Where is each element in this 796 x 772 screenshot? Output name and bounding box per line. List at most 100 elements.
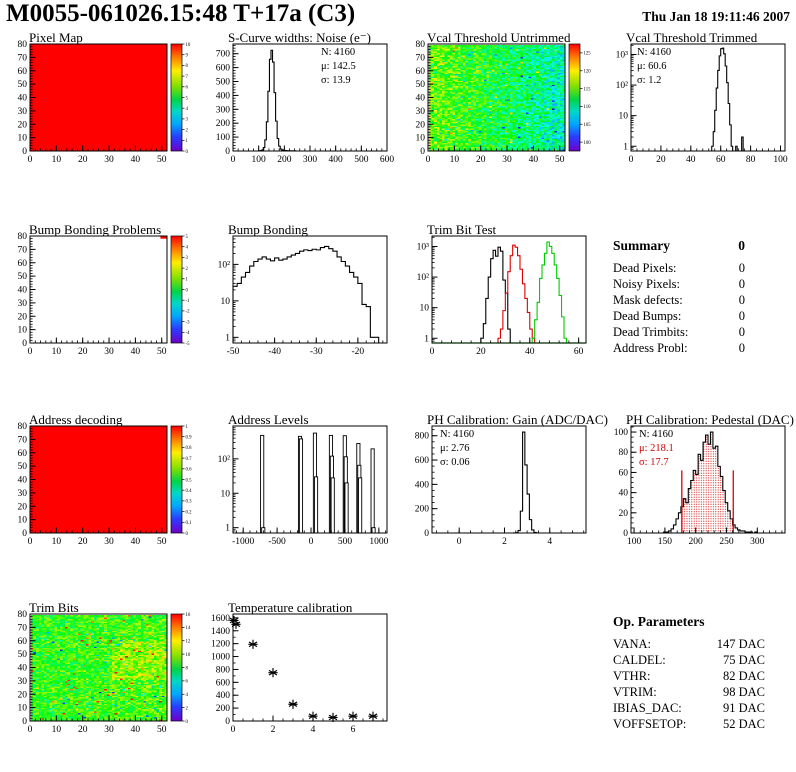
svg-text:-2: -2 — [186, 310, 191, 315]
svg-text:80: 80 — [18, 422, 28, 432]
svg-text:40: 40 — [686, 155, 696, 165]
svg-text:4: 4 — [547, 537, 552, 547]
svg-text:40: 40 — [619, 489, 629, 499]
plot-title: Trim Bits — [29, 600, 79, 615]
stats-box: N: 4160 μ: 142.5 σ: 13.9 — [321, 46, 356, 88]
svg-text:1: 1 — [186, 278, 189, 283]
svg-text:40: 40 — [18, 286, 28, 296]
plot-title: S-Curve widths: Noise (e⁻) — [228, 30, 371, 45]
svg-text:10²: 10² — [218, 455, 231, 465]
page-title: M0055-061026.15:48 T+17a (C3) — [6, 0, 356, 27]
svg-text:10: 10 — [18, 516, 28, 526]
plot-title: Pixel Map — [29, 30, 83, 45]
svg-text:100: 100 — [252, 155, 267, 165]
svg-text:40: 40 — [131, 347, 141, 357]
ph-gain-chart: 0 2 4 0 200 400 600 800 — [415, 425, 587, 547]
svg-text:1000: 1000 — [369, 537, 388, 547]
svg-text:0: 0 — [22, 529, 27, 539]
svg-text:30: 30 — [416, 107, 426, 117]
address-levels-chart: -1000 -500 0 500 1000 1 10 10² — [218, 425, 389, 547]
svg-text:60: 60 — [18, 637, 28, 647]
svg-text:40: 40 — [416, 94, 426, 104]
svg-text:500: 500 — [216, 78, 231, 88]
svg-text:20: 20 — [656, 155, 666, 165]
svg-text:400: 400 — [216, 691, 231, 701]
svg-text:40: 40 — [131, 155, 141, 165]
plot-bump-bonding: Bump Bonding -50 -40 -30 -20 1 10 10² — [199, 222, 398, 412]
svg-text:1600: 1600 — [211, 614, 230, 624]
stat-mu: μ: 2.76 — [440, 442, 470, 454]
svg-text:2: 2 — [186, 706, 189, 711]
svg-text:400: 400 — [216, 91, 231, 101]
svg-text:70: 70 — [18, 623, 28, 633]
svg-text:300: 300 — [216, 105, 231, 115]
stats-box: N: 4160 μ: 218.1 σ: 17.7 — [639, 428, 674, 470]
svg-text:800: 800 — [415, 432, 430, 442]
svg-text:1: 1 — [623, 142, 628, 152]
op-parameter-row: VOFFSETOP: 52 DAC — [613, 717, 765, 731]
svg-text:0: 0 — [28, 155, 33, 165]
svg-text:300: 300 — [750, 537, 765, 547]
plot-address-decoding: Address decoding 0 10 20 30 40 50 0 10 20 30 40 50 6… — [0, 412, 199, 602]
plot-title: Bump Bonding — [228, 222, 308, 237]
svg-text:8: 8 — [186, 666, 189, 671]
stat-sigma: σ: 17.7 — [639, 456, 669, 468]
stat-mu: μ: 142.5 — [321, 60, 356, 72]
stat-mu: μ: 60.6 — [637, 60, 667, 72]
temperature-calibration-chart: 0 2 4 6 0 200 400 600 800 1000 1200 1400 1600 — [211, 613, 388, 735]
plot-trim-bit-test: Trim Bit Test 0 20 40 60 1 10 10² 10³ — [398, 222, 597, 412]
svg-text:600: 600 — [216, 64, 231, 74]
svg-text:10²: 10² — [616, 81, 629, 91]
svg-text:0.1: 0.1 — [186, 521, 193, 526]
svg-text:0: 0 — [186, 720, 189, 725]
svg-text:80: 80 — [18, 232, 28, 242]
svg-text:1: 1 — [424, 334, 429, 344]
op-parameters-header: Op. Parameters — [613, 614, 765, 630]
plot-title: PH Calibration: Pedestal (DAC) — [626, 412, 794, 427]
plot-title: Vcal Threshold Untrimmed — [427, 30, 571, 45]
plot-title: Address decoding — [29, 412, 123, 427]
svg-text:10: 10 — [52, 537, 62, 547]
svg-text:0: 0 — [22, 147, 27, 157]
svg-text:10: 10 — [619, 112, 629, 122]
plot-title: PH Calibration: Gain (ADC/DAC) — [427, 412, 608, 427]
svg-text:70: 70 — [18, 245, 28, 255]
svg-text:0: 0 — [28, 347, 33, 357]
svg-text:3: 3 — [186, 118, 189, 123]
svg-text:40: 40 — [529, 155, 539, 165]
svg-text:100: 100 — [627, 537, 642, 547]
svg-text:6: 6 — [186, 680, 189, 685]
timestamp: Thu Jan 18 19:11:46 2007 — [642, 9, 790, 24]
svg-text:50: 50 — [157, 537, 167, 547]
svg-text:0.9: 0.9 — [186, 436, 193, 441]
svg-text:250: 250 — [719, 537, 734, 547]
svg-text:105: 105 — [584, 123, 592, 128]
summary-row: Dead Bumps: 0 — [613, 309, 745, 323]
svg-text:50: 50 — [416, 80, 426, 90]
svg-text:4: 4 — [311, 725, 316, 735]
scurve-chart: 0 100 200 300 400 500 600 0 100 200 300 400 500 600 70… — [216, 43, 395, 165]
svg-text:600: 600 — [380, 155, 395, 165]
svg-text:500: 500 — [338, 537, 353, 547]
svg-text:0.4: 0.4 — [186, 489, 193, 494]
svg-text:-3: -3 — [186, 320, 191, 325]
plot-scurve-noise: S-Curve widths: Noise (e⁻) N: 4160 μ: 14… — [199, 30, 398, 220]
svg-text:10: 10 — [221, 489, 231, 499]
op-parameter-row: VTHR: 82 DAC — [613, 669, 765, 683]
svg-text:0: 0 — [22, 339, 27, 349]
svg-text:60: 60 — [619, 468, 629, 478]
svg-text:150: 150 — [658, 537, 673, 547]
svg-text:-500: -500 — [268, 537, 286, 547]
svg-text:10³: 10³ — [616, 50, 629, 60]
trim-bit-test-chart: 0 20 40 60 1 10 10² 10³ — [417, 235, 587, 357]
svg-text:0: 0 — [231, 155, 236, 165]
svg-text:0: 0 — [186, 150, 189, 155]
stat-n: N: 4160 — [321, 47, 356, 58]
summary-title: Summary — [613, 238, 670, 253]
svg-text:10: 10 — [52, 347, 62, 357]
svg-text:200: 200 — [216, 704, 231, 714]
svg-text:-5: -5 — [186, 342, 191, 347]
svg-text:110: 110 — [584, 105, 592, 110]
svg-text:30: 30 — [104, 725, 114, 735]
